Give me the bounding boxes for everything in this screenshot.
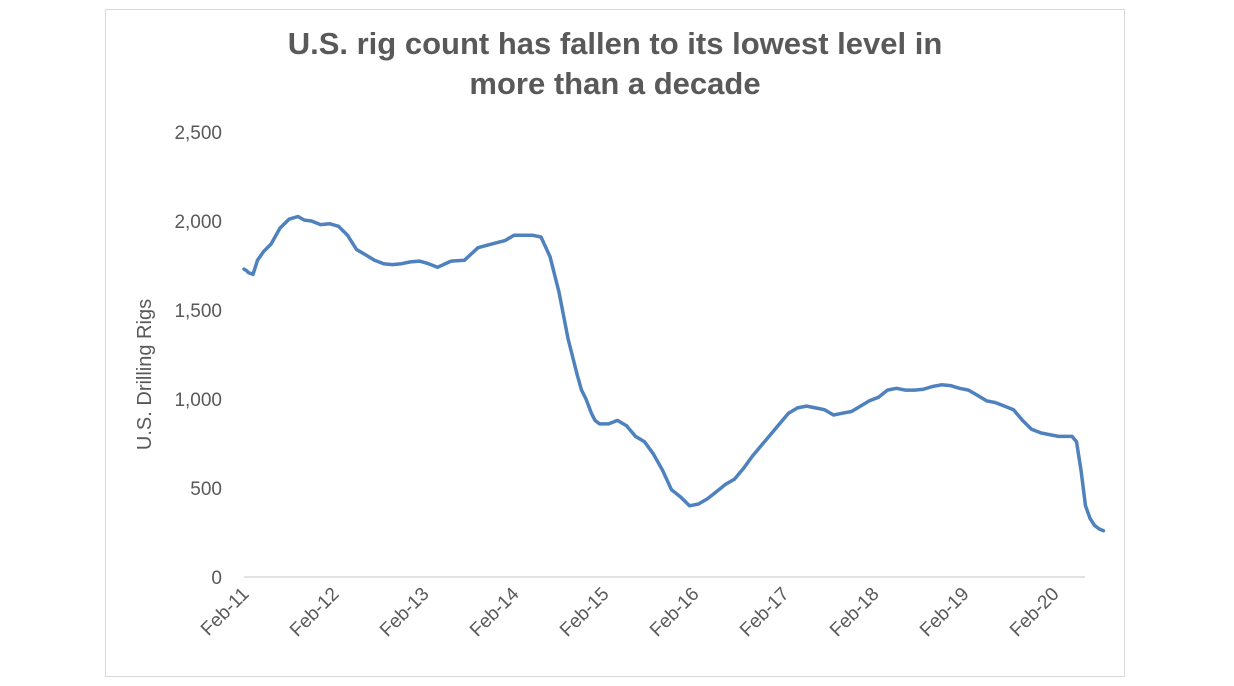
- x-tick-label: Feb-14: [466, 583, 524, 641]
- x-axis-ticks: Feb-11 Feb-12 Feb-13 Feb-14 Feb-15 Feb-16 Feb-…: [197, 583, 1063, 641]
- x-tick-label: Feb-15: [556, 584, 613, 641]
- x-tick-label: Feb-11: [197, 584, 253, 640]
- series-line-us-drilling-rigs: [242, 214, 1106, 533]
- x-tick-label: Feb-16: [646, 584, 703, 641]
- y-tick-label: 1,000: [174, 390, 222, 411]
- y-tick-label: 0: [211, 568, 222, 589]
- y-axis-ticks: 0 500 1,000 1,500 2,000 2,500: [174, 123, 222, 589]
- y-axis-label: U.S. Drilling Rigs: [134, 299, 156, 450]
- x-tick-label: Feb-17: [736, 584, 793, 641]
- y-tick-label: 2,000: [174, 212, 222, 233]
- chart-title-line-1: U.S. rig count has fallen to its lowest …: [287, 26, 943, 61]
- x-tick-label: Feb-13: [376, 584, 433, 641]
- x-tick-label: Feb-18: [826, 584, 883, 641]
- chart-title: U.S. rig count has fallen to its lowest …: [105, 24, 1125, 104]
- x-tick-label: Feb-20: [1006, 584, 1063, 641]
- x-tick-label: Feb-12: [286, 584, 343, 641]
- y-tick-label: 1,500: [174, 301, 222, 322]
- y-tick-label: 500: [190, 479, 222, 500]
- y-tick-label: 2,500: [174, 123, 222, 144]
- x-tick-label: Feb-19: [916, 584, 973, 641]
- chart-frame: [105, 9, 1125, 677]
- chart-title-line-2: more than a decade: [469, 66, 761, 101]
